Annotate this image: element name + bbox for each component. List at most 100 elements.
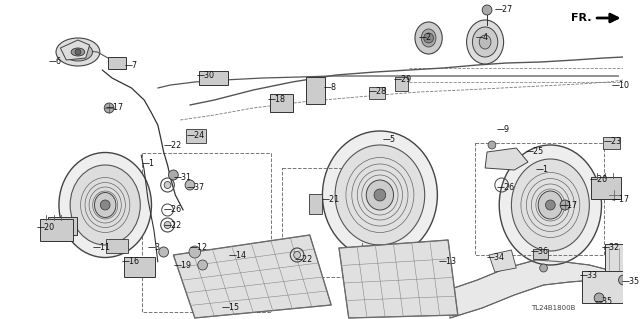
Text: —3: —3: [148, 243, 161, 253]
Ellipse shape: [421, 29, 436, 47]
Ellipse shape: [63, 43, 93, 61]
Ellipse shape: [538, 191, 563, 219]
Text: —20: —20: [37, 224, 55, 233]
Ellipse shape: [164, 221, 171, 228]
Ellipse shape: [56, 38, 100, 66]
Text: —27: —27: [495, 5, 513, 14]
Text: —37: —37: [187, 183, 205, 192]
Text: —6: —6: [49, 57, 61, 66]
Text: —17: —17: [612, 196, 630, 204]
FancyBboxPatch shape: [605, 244, 640, 274]
Circle shape: [185, 180, 195, 190]
FancyBboxPatch shape: [369, 87, 385, 99]
Text: —9: —9: [497, 125, 510, 135]
Text: —7: —7: [125, 61, 138, 70]
Circle shape: [618, 275, 628, 285]
Text: —10: —10: [612, 80, 630, 90]
FancyBboxPatch shape: [186, 129, 205, 143]
Text: —8: —8: [323, 84, 337, 93]
Text: —32: —32: [602, 243, 620, 253]
Ellipse shape: [95, 192, 116, 218]
FancyBboxPatch shape: [394, 77, 408, 91]
Text: TL24B1800B: TL24B1800B: [531, 305, 575, 311]
Circle shape: [100, 200, 110, 210]
Ellipse shape: [59, 152, 152, 257]
Circle shape: [75, 49, 81, 55]
FancyBboxPatch shape: [533, 249, 548, 259]
Circle shape: [159, 247, 168, 257]
Text: —25: —25: [526, 147, 544, 157]
Text: —23: —23: [604, 137, 622, 146]
Text: —12: —12: [190, 243, 208, 253]
FancyBboxPatch shape: [40, 219, 73, 241]
Ellipse shape: [323, 131, 437, 259]
Polygon shape: [173, 235, 331, 318]
FancyBboxPatch shape: [591, 177, 621, 199]
Polygon shape: [60, 40, 90, 60]
Text: —34: —34: [487, 254, 505, 263]
Text: —4: —4: [476, 33, 488, 42]
Ellipse shape: [164, 182, 171, 189]
FancyBboxPatch shape: [48, 217, 77, 235]
Circle shape: [488, 141, 496, 149]
Text: —18: —18: [268, 95, 286, 105]
FancyBboxPatch shape: [308, 194, 323, 214]
Circle shape: [424, 33, 433, 43]
Circle shape: [168, 170, 179, 180]
Ellipse shape: [71, 48, 84, 56]
Ellipse shape: [472, 27, 498, 57]
Ellipse shape: [479, 35, 491, 49]
Ellipse shape: [335, 145, 425, 245]
Text: —5: —5: [383, 136, 396, 145]
Text: —1: —1: [141, 159, 154, 167]
Text: —15: —15: [222, 303, 240, 313]
Ellipse shape: [467, 20, 504, 64]
Text: —17: —17: [105, 103, 124, 113]
Ellipse shape: [415, 22, 442, 54]
Circle shape: [545, 200, 556, 210]
Polygon shape: [485, 148, 528, 170]
FancyBboxPatch shape: [603, 137, 620, 149]
Text: —36: —36: [531, 248, 549, 256]
Text: —19: —19: [173, 261, 191, 270]
Ellipse shape: [499, 145, 602, 265]
Text: —30: —30: [196, 70, 215, 79]
Text: —26: —26: [164, 205, 182, 214]
Text: —22: —22: [294, 256, 312, 264]
Text: —13: —13: [438, 257, 456, 266]
Text: —24: —24: [187, 130, 205, 139]
Polygon shape: [339, 240, 458, 318]
Text: —20: —20: [589, 175, 607, 184]
Circle shape: [374, 189, 386, 201]
Text: —16: —16: [122, 257, 140, 266]
FancyBboxPatch shape: [270, 94, 293, 112]
Circle shape: [540, 264, 547, 272]
Circle shape: [482, 5, 492, 15]
Circle shape: [609, 190, 618, 200]
Circle shape: [198, 260, 207, 270]
Text: —11: —11: [93, 243, 111, 253]
Text: —26: —26: [497, 183, 515, 192]
Text: —21: —21: [321, 196, 340, 204]
FancyBboxPatch shape: [306, 77, 325, 104]
FancyBboxPatch shape: [198, 71, 228, 85]
Ellipse shape: [366, 180, 394, 210]
Text: —35: —35: [594, 298, 612, 307]
Text: —2: —2: [419, 33, 432, 42]
Circle shape: [560, 200, 570, 210]
Text: —33: —33: [580, 271, 598, 279]
Circle shape: [104, 103, 114, 113]
FancyBboxPatch shape: [124, 257, 155, 277]
Polygon shape: [489, 250, 516, 272]
Text: —29: —29: [394, 76, 412, 85]
Text: —1: —1: [536, 166, 548, 174]
FancyBboxPatch shape: [106, 239, 127, 253]
Polygon shape: [448, 260, 623, 318]
FancyBboxPatch shape: [108, 57, 125, 69]
Text: FR.: FR.: [571, 13, 591, 23]
Circle shape: [189, 246, 201, 258]
Ellipse shape: [70, 165, 140, 245]
Text: —35: —35: [621, 278, 639, 286]
Text: —17: —17: [560, 201, 578, 210]
Text: —31: —31: [173, 174, 191, 182]
